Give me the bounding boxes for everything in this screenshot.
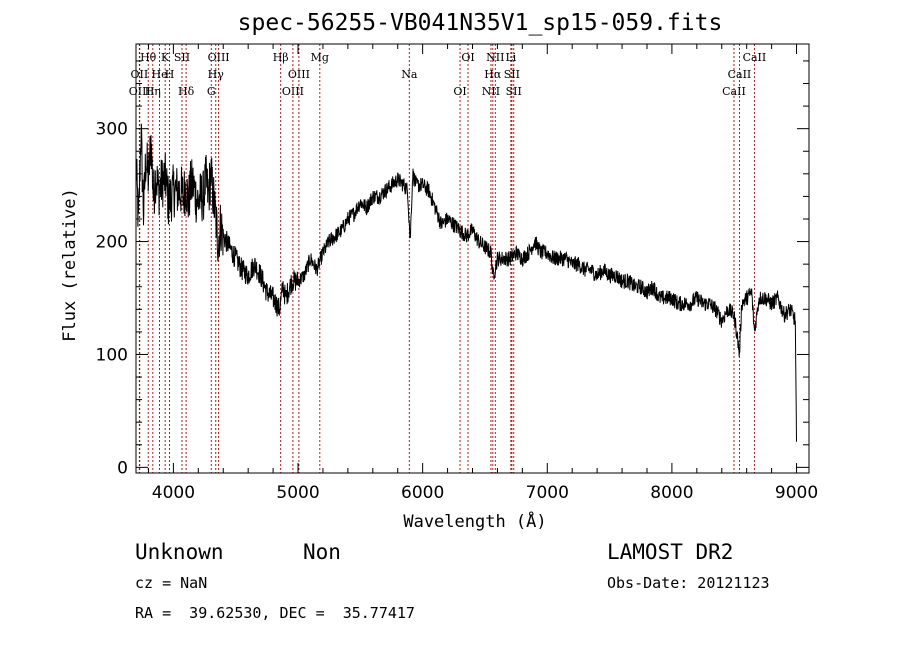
line-label: Hη: [145, 85, 161, 98]
line-markers: [138, 44, 755, 473]
y-tick-label: 100: [96, 345, 128, 365]
y-axis-label: Flux (relative): [60, 188, 80, 342]
x-tick-label: 5000: [276, 483, 319, 503]
line-label: NII: [482, 85, 500, 98]
line-label: He: [152, 68, 168, 81]
line-label: CaII: [728, 68, 752, 81]
x-tick-label: 9000: [775, 483, 818, 503]
y-tick-label: 0: [117, 458, 128, 478]
line-label: H: [165, 68, 175, 81]
spectrum-plot: [135, 123, 797, 442]
line-label: SII: [174, 51, 190, 64]
ra-dec: RA = 39.62530, DEC = 35.77417: [135, 604, 415, 622]
line-label: Hδ: [178, 85, 195, 98]
line-label: CaII: [722, 85, 746, 98]
line-label: Mg: [311, 51, 329, 64]
line-label: SII: [504, 68, 520, 81]
object-class: Unknown: [135, 540, 224, 564]
plot-axes: [135, 43, 810, 474]
line-labels: HθOIIOIIIKHeHηSIIHHδOIIIHγGHβOIIIOIIIMgN…: [129, 51, 767, 98]
line-label: OIII: [282, 85, 304, 98]
line-label: NII: [486, 51, 504, 64]
line-label: Hα: [484, 68, 502, 81]
x-tick-label: 8000: [650, 483, 693, 503]
y-tick-label: 200: [96, 233, 128, 253]
x-axis-label: Wavelength (Å): [403, 512, 547, 532]
survey-label: LAMOST DR2: [607, 540, 734, 564]
line-label: Hβ: [273, 51, 289, 64]
line-label: Na: [401, 68, 418, 81]
line-label: SII: [506, 85, 522, 98]
chart-title: spec-56255-VB041N35V1_sp15-059.fits: [237, 10, 723, 36]
line-label: OI: [461, 51, 474, 64]
line-label: G: [207, 85, 216, 98]
line-label: OIII: [208, 51, 230, 64]
object-subclass: Non: [303, 540, 341, 564]
line-label: CaII: [743, 51, 767, 64]
line-label: OIII: [288, 68, 310, 81]
y-tick-label: 300: [96, 120, 128, 140]
plot-frame: [135, 43, 810, 474]
line-label: Hγ: [208, 68, 225, 81]
line-label: Hθ: [140, 51, 157, 64]
spectrum-line: [135, 123, 797, 442]
line-label: OIII: [129, 85, 151, 98]
x-tick-label: 4000: [152, 483, 195, 503]
line-label: OI: [453, 85, 466, 98]
axis-ticks: 4000 5000 6000 7000 8000 9000 0 100 200 300: [96, 44, 818, 503]
x-tick-label: 7000: [526, 483, 569, 503]
line-label: Li: [505, 51, 516, 64]
line-label: OII: [131, 68, 149, 81]
obs-date: Obs-Date: 20121123: [607, 574, 770, 592]
line-label: K: [161, 51, 170, 64]
cz-value: cz = NaN: [135, 574, 208, 592]
x-tick-label: 6000: [401, 483, 444, 503]
